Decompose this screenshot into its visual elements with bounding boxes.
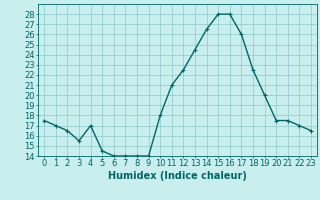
X-axis label: Humidex (Indice chaleur): Humidex (Indice chaleur)	[108, 171, 247, 181]
